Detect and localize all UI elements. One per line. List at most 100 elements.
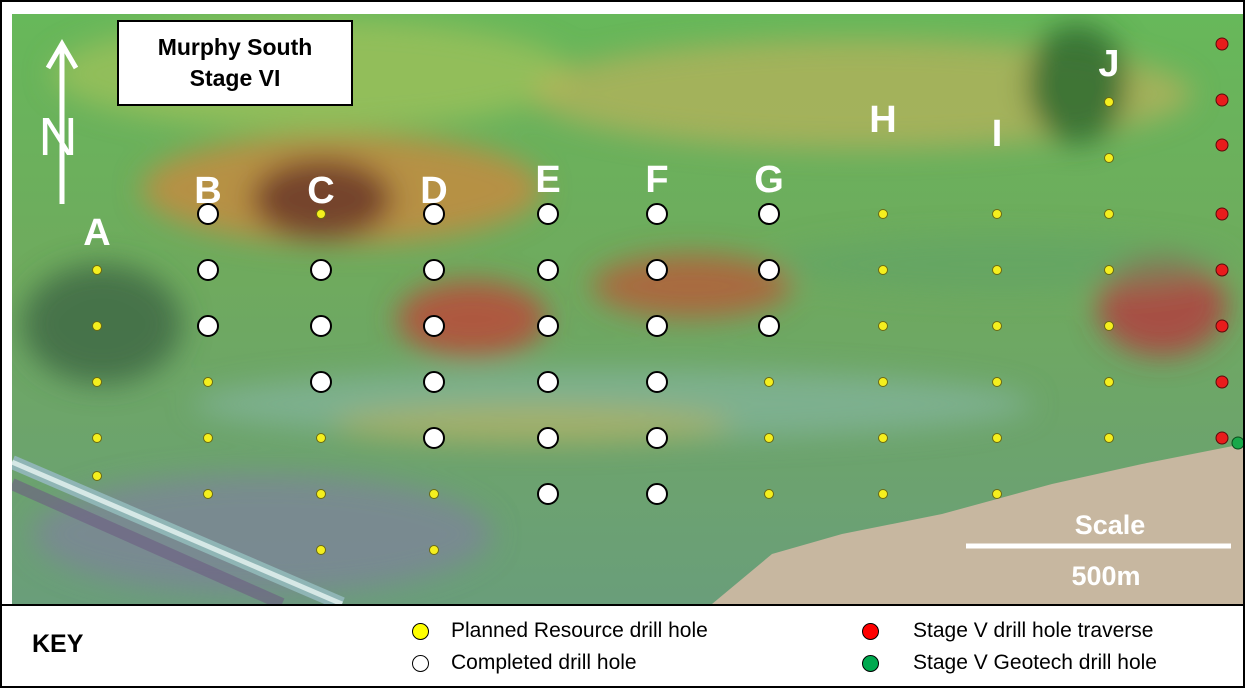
- traverse-label-j: J: [1098, 43, 1119, 85]
- completed-drill-hole-c-2: [310, 259, 332, 281]
- key-title: KEY: [32, 630, 84, 658]
- planned-drill-hole-j-2: [1104, 265, 1114, 275]
- planned-drill-hole-h-3: [878, 321, 888, 331]
- completed-drill-hole-e-3: [537, 315, 559, 337]
- planned-drill-hole-c-1: [316, 209, 326, 219]
- map-title-line-1: Murphy South: [157, 34, 313, 60]
- traverse-label-e: E: [535, 159, 560, 201]
- planned-drill-hole-j-upper: [1104, 153, 1114, 163]
- key-label-completed: Completed drill hole: [451, 651, 637, 674]
- stage-v-traverse-hole-5: [1215, 263, 1229, 277]
- completed-drill-hole-f-6: [646, 483, 668, 505]
- planned-drill-hole-h-2: [878, 265, 888, 275]
- planned-drill-hole-h-1: [878, 209, 888, 219]
- planned-drill-hole-i-1: [992, 209, 1002, 219]
- scale-label: Scale: [1075, 510, 1146, 540]
- planned-drill-hole-b-6: [203, 489, 213, 499]
- planned-drill-hole-j-4: [1104, 377, 1114, 387]
- key-item-planned: Planned Resource drill hole: [412, 619, 708, 643]
- completed-drill-hole-f-4: [646, 371, 668, 393]
- planned-drill-hole-g-6: [764, 489, 774, 499]
- completed-drill-hole-d-1: [423, 203, 445, 225]
- planned-drill-hole-g-5: [764, 433, 774, 443]
- planned-drill-hole-h-6: [878, 489, 888, 499]
- completed-drill-hole-e-5: [537, 427, 559, 449]
- planned-drill-hole-d-6: [429, 489, 439, 499]
- key-item-completed: Completed drill hole: [412, 651, 637, 675]
- planned-drill-hole-c-7: [316, 545, 326, 555]
- completed-drill-hole-b-1: [197, 203, 219, 225]
- completed-drill-hole-f-2: [646, 259, 668, 281]
- completed-drill-hole-g-1: [758, 203, 780, 225]
- planned-drill-hole-a-5: [92, 433, 102, 443]
- traverse-label-a: A: [83, 212, 110, 254]
- completed-drill-hole-e-2: [537, 259, 559, 281]
- white-circle-icon: [412, 654, 429, 672]
- key-label-stage-v-traverse: Stage V drill hole traverse: [913, 619, 1154, 642]
- map-canvas: N AB C D E F GH IJ Scale 500m: [12, 14, 1243, 604]
- completed-drill-hole-c-3: [310, 315, 332, 337]
- stage-v-traverse-hole-1: [1215, 37, 1229, 51]
- planned-drill-hole-a-2: [92, 265, 102, 275]
- stage-v-traverse-hole-3: [1215, 138, 1229, 152]
- drill-hole-a-extra: [92, 471, 102, 481]
- planned-drill-hole-h-4: [878, 377, 888, 387]
- scale-bar: Scale 500m: [966, 510, 1231, 591]
- traverse-label-g: G: [754, 159, 784, 201]
- stage-v-traverse-hole-2: [1215, 93, 1229, 107]
- completed-drill-hole-c-4: [310, 371, 332, 393]
- stage-v-traverse-hole-7: [1215, 375, 1229, 389]
- completed-drill-hole-b-3: [197, 315, 219, 337]
- completed-drill-hole-f-3: [646, 315, 668, 337]
- traverse-label-i: I: [992, 113, 1003, 155]
- planned-drill-hole-j-5: [1104, 433, 1114, 443]
- planned-drill-hole-b-4: [203, 377, 213, 387]
- completed-drill-hole-d-3: [423, 315, 445, 337]
- planned-drill-hole-i-6: [992, 489, 1002, 499]
- completed-drill-hole-e-4: [537, 371, 559, 393]
- planned-drill-hole-i-4: [992, 377, 1002, 387]
- planned-drill-hole-i-5: [992, 433, 1002, 443]
- yellow-circle-icon: [412, 622, 429, 640]
- planned-drill-hole-j-1: [1104, 209, 1114, 219]
- key-label-planned: Planned Resource drill hole: [451, 619, 708, 642]
- key-label-stage-v-geotech: Stage V Geotech drill hole: [913, 651, 1157, 674]
- planned-drill-hole-j-3: [1104, 321, 1114, 331]
- bare-ground: [712, 444, 1243, 604]
- completed-drill-hole-f-5: [646, 427, 668, 449]
- planned-drill-hole-c-5: [316, 433, 326, 443]
- completed-drill-hole-b-2: [197, 259, 219, 281]
- map-key: KEY Planned Resource drill hole Complete…: [2, 604, 1243, 686]
- drill-holes: [92, 37, 1243, 555]
- traverse-label-f: F: [645, 159, 668, 201]
- completed-drill-hole-f-1: [646, 203, 668, 225]
- completed-drill-hole-e-6: [537, 483, 559, 505]
- completed-drill-hole-g-3: [758, 315, 780, 337]
- completed-drill-hole-d-5: [423, 427, 445, 449]
- planned-drill-hole-j-top: [1104, 97, 1114, 107]
- scale-distance: 500m: [1071, 561, 1140, 591]
- planned-drill-hole-i-2: [992, 265, 1002, 275]
- planned-drill-hole-a-3: [92, 321, 102, 331]
- completed-drill-hole-d-2: [423, 259, 445, 281]
- north-arrow: N: [39, 39, 79, 204]
- stage-v-traverse-hole-8: [1215, 431, 1229, 445]
- planned-drill-hole-i-3: [992, 321, 1002, 331]
- planned-drill-hole-c-6: [316, 489, 326, 499]
- completed-drill-hole-d-4: [423, 371, 445, 393]
- red-circle-icon: [862, 622, 879, 640]
- traverse-label-h: H: [869, 99, 896, 141]
- planned-drill-hole-a-4: [92, 377, 102, 387]
- stage-v-geotech-hole: [1231, 436, 1243, 450]
- map-title-line-2: Stage VI: [189, 65, 281, 91]
- planned-drill-hole-h-5: [878, 433, 888, 443]
- north-label: N: [39, 107, 78, 167]
- stage-v-traverse-hole-6: [1215, 319, 1229, 333]
- completed-drill-hole-e-1: [537, 203, 559, 225]
- terrain-shading: [22, 19, 1232, 594]
- planned-drill-hole-b-5: [203, 433, 213, 443]
- green-circle-icon: [862, 654, 879, 672]
- key-item-stage-v-geotech: Stage V Geotech drill hole: [862, 651, 1157, 675]
